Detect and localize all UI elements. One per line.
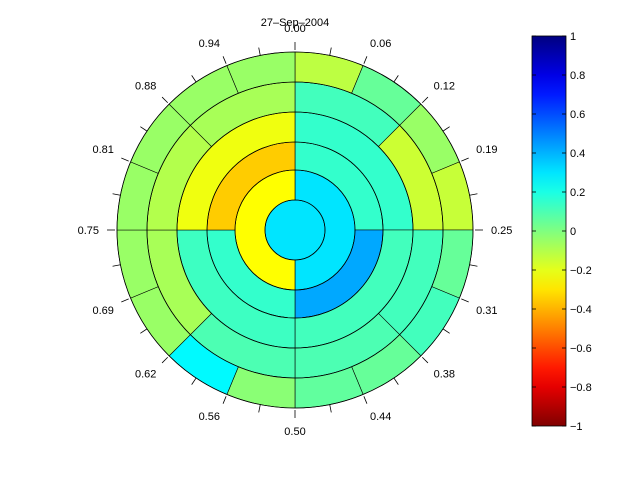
- angular-tick-label: 0.50: [284, 426, 305, 438]
- angular-tick: [140, 328, 148, 334]
- colorbar-tick-label: −0.8: [570, 382, 592, 394]
- angular-tick: [112, 193, 121, 196]
- colorbar-tick-label: 0.4: [570, 148, 585, 160]
- angular-labels: 0.00 0.06 0.12 0.19 0.25 0.31 0.38 0.44 0.50 0.56…: [78, 23, 513, 438]
- angular-tick: [393, 75, 399, 83]
- colorbar-tick-label: 1: [570, 31, 576, 43]
- angular-tick-label: 0.25: [491, 225, 512, 237]
- angular-label-tick: [121, 157, 129, 162]
- colorbar-gradient: [531, 35, 567, 427]
- grid-circle-2: [206, 141, 384, 319]
- angular-tick: [442, 126, 450, 132]
- grid-circle-0: [264, 199, 326, 261]
- angular-tick-label: 0.31: [476, 305, 497, 317]
- grid-circle-1: [234, 169, 356, 291]
- grid-circle-5: [116, 51, 474, 409]
- angular-tick: [442, 328, 450, 334]
- angular-label-tick: [161, 356, 169, 364]
- angular-tick-label: 0.12: [434, 80, 455, 92]
- colorbar-tick-label: −1: [570, 421, 583, 433]
- angular-label-tick: [121, 298, 129, 303]
- angular-tick: [329, 404, 332, 413]
- angular-tick-label: 0.62: [135, 369, 156, 381]
- angular-tick-label: 0.44: [370, 411, 391, 423]
- angular-label-tick: [461, 298, 469, 303]
- angular-tick-label: 0.38: [434, 369, 455, 381]
- angular-label-tick: [421, 96, 429, 104]
- angular-tick: [329, 47, 332, 56]
- grid-circle-4: [146, 81, 444, 379]
- angular-tick: [469, 264, 478, 267]
- colorbar-tick-label: −0.2: [570, 265, 592, 277]
- angular-tick: [469, 193, 478, 196]
- angular-label-tick: [161, 96, 169, 104]
- angular-tick-label: 0.81: [92, 144, 113, 156]
- angular-tick: [393, 377, 399, 385]
- angular-tick-label: 0.88: [135, 80, 156, 92]
- angular-tick: [112, 264, 121, 267]
- angular-tick: [191, 75, 197, 83]
- colorbar-tick-label: −0.4: [570, 304, 592, 316]
- angular-tick: [191, 377, 197, 385]
- angular-label-tick: [421, 356, 429, 364]
- angular-label-tick: [461, 157, 469, 162]
- angular-tick-label: 0.00: [284, 23, 305, 35]
- chart-title: 27–Sep–2004: [261, 17, 330, 29]
- colorbar-tick-label: −0.6: [570, 343, 592, 355]
- grid-circle-3: [176, 111, 414, 349]
- colorbar: 1 0.8 0.6 0.4 0.2 0 −0.2 −0.4 −0.6 −0.8 −1: [531, 31, 592, 433]
- angular-tick-label: 0.56: [199, 411, 220, 423]
- colorbar-tick-label: 0.2: [570, 187, 585, 199]
- colorbar-tick-label: 0: [570, 226, 576, 238]
- angular-tick-label: 0.94: [199, 38, 220, 50]
- angular-label-tick: [222, 56, 227, 64]
- angular-label-tick: [222, 396, 227, 404]
- angular-tick-label: 0.06: [370, 38, 391, 50]
- angular-tick-label: 0.19: [476, 144, 497, 156]
- angular-label-tick: [363, 396, 368, 404]
- angular-label-tick: [363, 56, 368, 64]
- angular-tick-label: 0.69: [92, 305, 113, 317]
- polar-grid: [116, 51, 474, 409]
- colorbar-tick-label: 0.8: [570, 70, 585, 82]
- angular-tick: [258, 47, 261, 56]
- polar-cells: [116, 51, 474, 409]
- colorbar-tick-label: 0.6: [570, 109, 585, 121]
- angular-tick-label: 0.75: [78, 225, 99, 237]
- angular-tick: [258, 404, 261, 413]
- angular-tick: [140, 126, 148, 132]
